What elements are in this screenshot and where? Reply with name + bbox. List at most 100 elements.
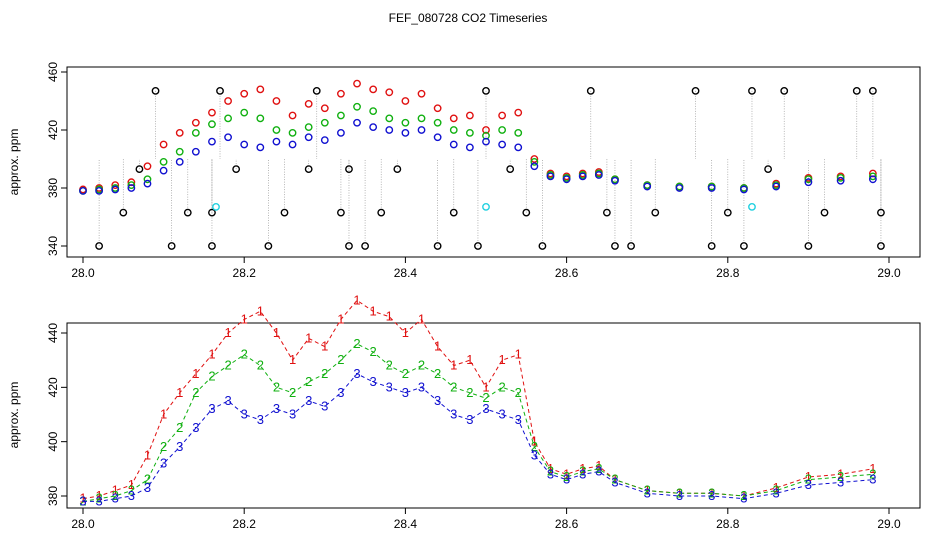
bottom-point-label-series-2: 2 xyxy=(773,483,780,498)
top-point-series-3 xyxy=(578,172,587,181)
bottom-point-label-series-1: 1 xyxy=(450,358,457,373)
top-point-series-3 xyxy=(353,118,361,127)
top-point-series-2 xyxy=(353,102,361,111)
top-point-series-reference xyxy=(651,208,660,217)
top-point-series-reference xyxy=(764,165,772,174)
top-point-series-reference xyxy=(95,242,104,250)
bottom-point-label-series-1: 1 xyxy=(418,311,425,326)
top-plot-frame xyxy=(66,66,921,258)
bottom-point-label-series-2: 2 xyxy=(273,379,280,394)
bottom-point-label-series-2: 2 xyxy=(208,368,215,383)
bottom-point-label-series-2: 2 xyxy=(595,461,602,476)
bottom-point-label-series-1: 1 xyxy=(337,311,344,326)
top-point-series-1 xyxy=(111,181,120,190)
bottom-point-label-series-1: 1 xyxy=(160,407,167,422)
bottom-point-label-series-1: 1 xyxy=(676,485,683,500)
top-point-series-3 xyxy=(127,184,136,192)
chart-title: FEF_080728 CO2 Timeseries xyxy=(389,11,548,25)
bottom-point-label-series-1: 1 xyxy=(773,480,780,495)
bottom-point-label-series-3: 3 xyxy=(531,447,538,462)
top-point-series-reference xyxy=(151,86,160,95)
top-point-series-3 xyxy=(433,133,442,142)
top-point-series-2 xyxy=(143,175,152,184)
bottom-point-label-series-3: 3 xyxy=(482,401,489,416)
bottom-point-label-series-3: 3 xyxy=(644,485,651,500)
top-point-series-cal xyxy=(212,202,220,211)
bottom-line-series-1 xyxy=(82,299,873,500)
top-point-series-1 xyxy=(191,118,200,127)
bottom-point-label-series-3: 3 xyxy=(96,493,103,508)
bottom-point-label-series-2: 2 xyxy=(353,336,360,351)
top-point-series-2 xyxy=(304,123,313,132)
top-point-series-2 xyxy=(191,128,200,137)
top-point-series-reference xyxy=(304,165,313,174)
bottom-point-label-series-3: 3 xyxy=(353,366,360,381)
top-point-series-1 xyxy=(369,85,378,94)
bottom-line-series-2 xyxy=(82,343,873,502)
bottom-point-label-series-3: 3 xyxy=(418,379,425,394)
top-point-series-2 xyxy=(449,126,458,134)
top-point-series-3 xyxy=(417,126,426,134)
bottom-point-label-series-2: 2 xyxy=(305,374,312,389)
bottom-point-label-series-1: 1 xyxy=(644,483,651,498)
top-point-series-reference xyxy=(877,208,885,217)
bottom-point-label-series-1: 1 xyxy=(579,461,586,476)
top-ytick-label: 460 xyxy=(46,62,60,82)
bottom-point-label-series-3: 3 xyxy=(386,379,393,394)
bottom-point-label-series-1: 1 xyxy=(176,385,183,400)
bottom-xtick-label: 28.4 xyxy=(394,517,418,531)
bottom-point-label-series-2: 2 xyxy=(450,379,457,394)
top-point-series-3 xyxy=(804,178,813,187)
bottom-point-label-series-2: 2 xyxy=(563,469,570,484)
top-point-series-reference xyxy=(449,208,458,217)
bottom-point-label-series-3: 3 xyxy=(805,477,812,492)
bottom-point-label-series-1: 1 xyxy=(595,458,602,473)
top-point-series-1 xyxy=(159,140,168,149)
top-point-series-2 xyxy=(208,120,216,129)
top-point-series-1 xyxy=(256,85,265,94)
bottom-point-label-series-3: 3 xyxy=(499,407,506,422)
top-point-series-2 xyxy=(498,126,507,134)
bottom-point-label-series-1: 1 xyxy=(466,352,473,367)
top-point-series-reference xyxy=(586,86,595,95)
top-point-series-3 xyxy=(401,128,410,137)
bottom-point-label-series-3: 3 xyxy=(160,455,167,470)
top-point-series-1 xyxy=(288,111,297,120)
top-point-series-reference xyxy=(611,242,619,250)
top-point-series-3 xyxy=(514,143,523,152)
top-point-series-3 xyxy=(272,137,281,146)
bottom-point-label-series-2: 2 xyxy=(112,488,119,503)
top-point-series-2 xyxy=(369,107,378,116)
bottom-point-label-series-1: 1 xyxy=(208,347,215,362)
top-point-series-1 xyxy=(433,104,442,113)
bottom-xtick-label: 28.6 xyxy=(555,517,579,531)
bottom-ytick-label: 420 xyxy=(46,377,60,397)
top-point-series-reference xyxy=(135,165,144,174)
top-point-series-reference xyxy=(877,242,885,250)
bottom-point-label-series-2: 2 xyxy=(418,358,425,373)
top-point-series-3 xyxy=(304,133,313,142)
top-point-series-3 xyxy=(337,128,345,137)
bottom-xtick-label: 28.0 xyxy=(71,517,95,531)
top-point-series-reference xyxy=(232,165,241,174)
bottom-line-series-3 xyxy=(83,373,873,502)
top-point-series-2 xyxy=(272,126,281,134)
top-point-series-1 xyxy=(401,97,410,105)
top-point-series-reference xyxy=(627,242,635,250)
top-xtick-label: 28.6 xyxy=(555,266,579,280)
top-grid xyxy=(98,90,882,246)
top-point-series-2 xyxy=(159,157,168,166)
top-panel: approx. ppm 28.0 28.2 28.4 28.6 28.8 29.0 340 3… xyxy=(7,62,921,280)
bottom-point-label-series-3: 3 xyxy=(611,474,618,489)
bottom-point-label-series-2: 2 xyxy=(611,472,618,487)
top-point-series-3 xyxy=(643,182,652,191)
top-point-series-3 xyxy=(79,186,87,195)
top-point-series-1 xyxy=(175,128,184,137)
top-point-series-3 xyxy=(143,179,152,188)
top-point-series-reference xyxy=(312,86,321,95)
top-point-series-3 xyxy=(320,136,329,145)
bottom-axis-ticks: 28.0 28.2 28.4 28.6 28.8 29.0 380 400 420 440 xyxy=(46,323,901,531)
top-point-series-3 xyxy=(772,182,781,191)
top-ytick-label: 380 xyxy=(46,178,60,198)
top-point-series-3 xyxy=(175,157,184,166)
